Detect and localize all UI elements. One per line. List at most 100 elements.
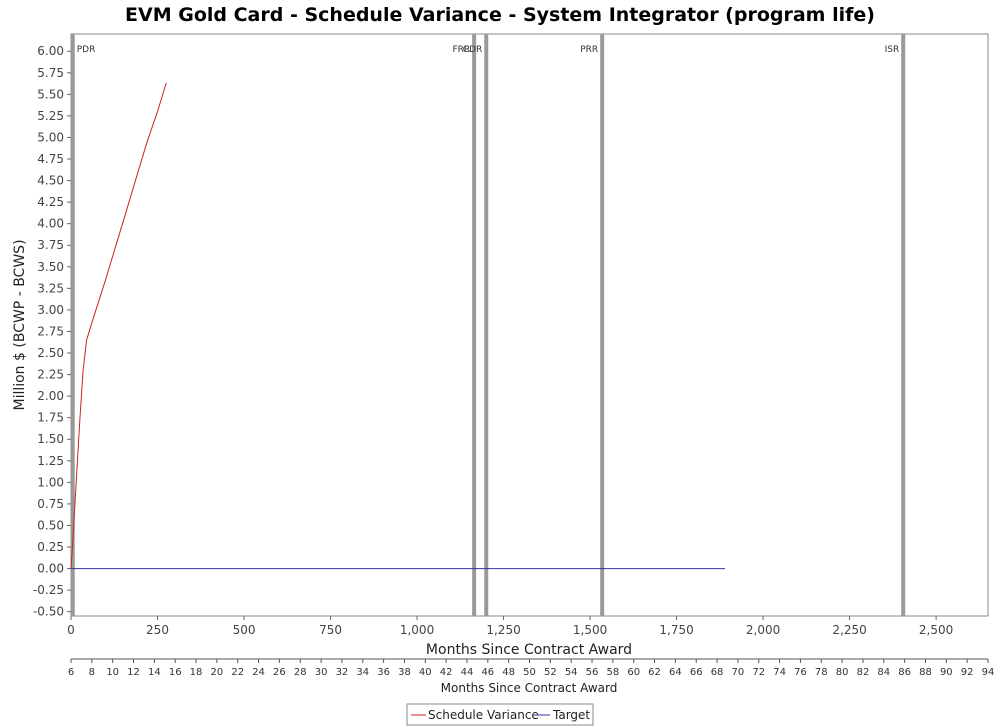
x-tick-label: 0 (67, 623, 75, 637)
x2-tick-label: 18 (190, 667, 203, 678)
chart-title: EVM Gold Card - Schedule Variance - Syst… (125, 4, 875, 26)
y-tick-label: 0.25 (37, 540, 64, 554)
x2-tick-label: 30 (315, 667, 328, 678)
x2-tick-label: 34 (356, 667, 369, 678)
x-tick-label: 1,000 (400, 623, 434, 637)
x-tick-label: 2,250 (832, 623, 866, 637)
x2-tick-label: 60 (627, 667, 640, 678)
x2-tick-label: 46 (481, 667, 494, 678)
y-tick-label: 0.00 (37, 562, 64, 576)
x-tick-label: 1,500 (573, 623, 607, 637)
y-tick-label: 0.75 (37, 497, 64, 511)
y-tick-label: 5.25 (37, 109, 64, 123)
secondary-x-axis-title: Months Since Contract Award (441, 681, 618, 695)
milestone-label: PDR (77, 45, 96, 55)
x-axis-title: Months Since Contract Award (426, 642, 632, 658)
y-tick-label: 2.25 (37, 368, 64, 382)
y-tick-label: 1.50 (37, 432, 64, 446)
y-tick-label: 2.75 (37, 324, 64, 338)
y-tick-label: 5.00 (37, 130, 64, 144)
y-tick-label: 6.00 (37, 44, 64, 58)
milestone-label: ISR (885, 45, 900, 55)
legend-label-schedule-variance: Schedule Variance (428, 708, 539, 722)
plot-area (70, 33, 989, 617)
x2-tick-label: 36 (377, 667, 390, 678)
x-tick-label: 2,500 (919, 623, 953, 637)
y-tick-label: 3.00 (37, 303, 64, 317)
x-tick-label: 2,000 (746, 623, 780, 637)
legend: Schedule Variance Target (406, 703, 594, 726)
legend-box (406, 703, 594, 726)
x2-tick-label: 32 (336, 667, 349, 678)
y-tick-label: 1.25 (37, 454, 64, 468)
x2-tick-label: 64 (669, 667, 682, 678)
x2-tick-label: 52 (544, 667, 557, 678)
y-tick-label: 5.50 (37, 87, 64, 101)
x-tick-label: 250 (146, 623, 169, 637)
x-tick-label: 1,750 (659, 623, 693, 637)
x2-tick-label: 20 (211, 667, 224, 678)
x2-tick-label: 54 (565, 667, 578, 678)
y-tick-label: 3.75 (37, 238, 64, 252)
x2-tick-label: 62 (648, 667, 661, 678)
x2-tick-label: 42 (440, 667, 453, 678)
x2-tick-label: 12 (127, 667, 140, 678)
x2-tick-label: 82 (857, 667, 870, 678)
x2-tick-label: 40 (419, 667, 432, 678)
legend-label-target: Target (552, 708, 590, 722)
milestone-label: FRR (452, 45, 470, 55)
x-tick-label: 1,250 (486, 623, 520, 637)
x2-tick-label: 6 (68, 667, 74, 678)
x2-tick-label: 72 (752, 667, 765, 678)
x2-tick-label: 22 (231, 667, 244, 678)
y-tick-label: 2.50 (37, 346, 64, 360)
x2-tick-label: 78 (815, 667, 828, 678)
y-tick-label: 4.00 (37, 217, 64, 231)
series-group (70, 82, 725, 570)
x2-tick-label: 92 (961, 667, 974, 678)
x2-tick-label: 44 (461, 667, 474, 678)
x2-tick-label: 24 (252, 667, 265, 678)
x2-tick-label: 50 (523, 667, 536, 678)
x-axis: 0 250 500 750 1,000 1,250 1,500 1,750 2,000 2,250… (67, 616, 953, 637)
x2-tick-label: 26 (273, 667, 286, 678)
y-tick-label: 4.25 (37, 195, 64, 209)
x2-tick-label: 70 (732, 667, 745, 678)
x2-tick-label: 28 (294, 667, 307, 678)
x2-tick-label: 88 (919, 667, 932, 678)
y-tick-label: 2.00 (37, 389, 64, 403)
y-tick-label: 3.25 (37, 281, 64, 295)
x2-tick-label: 14 (148, 667, 161, 678)
y-tick-label: 4.75 (37, 152, 64, 166)
secondary-x-axis: 6 8 10 12 14 16 18 20 22 24 26 28 30 32 34 36 38 40 42 44 46… (68, 658, 995, 678)
y-tick-label: 5.75 (37, 66, 64, 80)
x2-tick-label: 16 (169, 667, 182, 678)
y-tick-label: -0.50 (33, 605, 64, 619)
x2-tick-label: 68 (711, 667, 724, 678)
y-tick-label: 1.00 (37, 475, 64, 489)
milestone-label: PRR (580, 45, 598, 55)
x2-tick-label: 84 (877, 667, 890, 678)
x2-tick-label: 86 (898, 667, 911, 678)
x-tick-label: 750 (319, 623, 342, 637)
x2-tick-label: 38 (398, 667, 411, 678)
milestone-label: CDR (463, 45, 482, 55)
series-line-schedule-variance (70, 82, 167, 569)
x2-tick-label: 76 (794, 667, 807, 678)
x2-tick-label: 90 (940, 667, 953, 678)
x2-tick-label: 48 (502, 667, 515, 678)
y-tick-label: 4.50 (37, 174, 64, 188)
x2-tick-label: 74 (773, 667, 786, 678)
x2-tick-label: 56 (586, 667, 599, 678)
y-axis: -0.50 -0.25 0.00 0.25 0.50 0.75 1.00 1.25 1.50 1.… (33, 44, 71, 619)
y-tick-label: 1.75 (37, 411, 64, 425)
x2-tick-label: 10 (106, 667, 119, 678)
y-tick-label: 0.50 (37, 518, 64, 532)
x2-tick-label: 66 (690, 667, 703, 678)
x2-tick-label: 94 (982, 667, 995, 678)
y-tick-label: 3.50 (37, 260, 64, 274)
x2-tick-label: 58 (606, 667, 619, 678)
y-axis-title: Million $ (BCWP - BCWS) (12, 239, 28, 410)
